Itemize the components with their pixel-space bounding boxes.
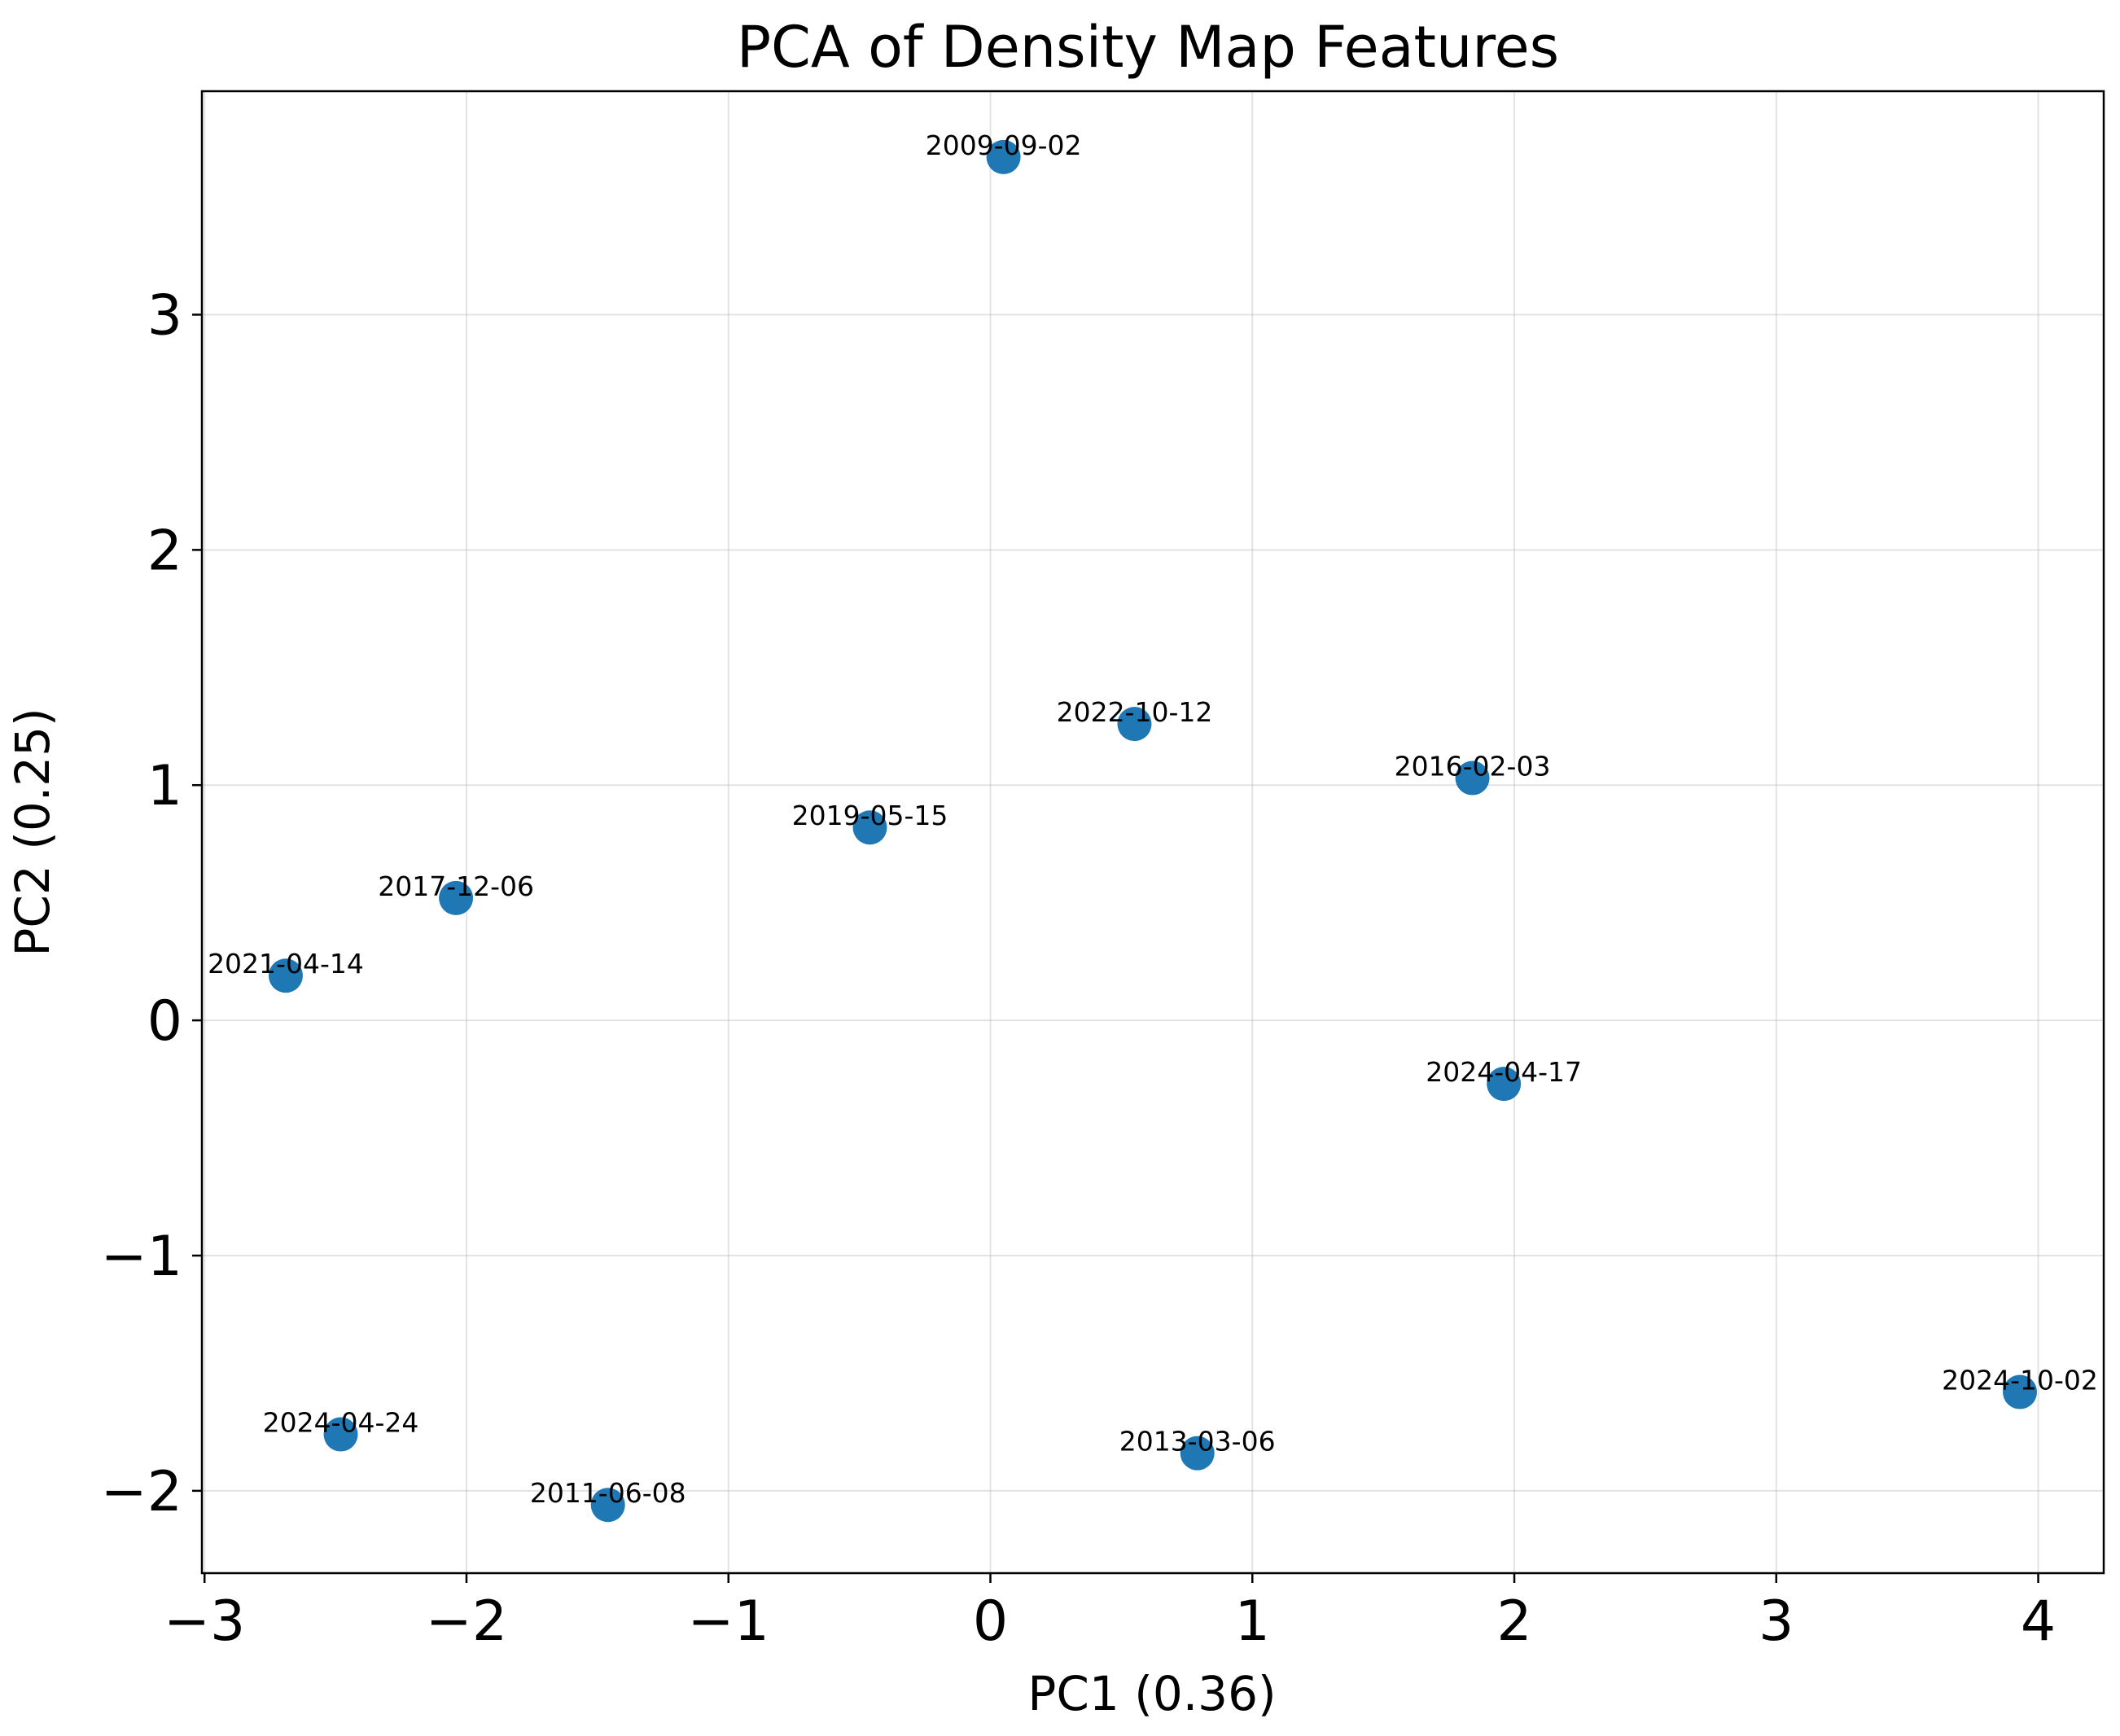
point-label: 2011-06-08 [530, 1477, 686, 1509]
data-point [1487, 1067, 1522, 1102]
point-label: 2016-02-03 [1395, 751, 1551, 783]
x-tick-label: 3 [1759, 1589, 1794, 1654]
y-axis-label: PC2 (0.25) [5, 708, 60, 956]
x-tick-label: 4 [2021, 1589, 2056, 1654]
point-label: 2013-03-06 [1119, 1426, 1276, 1458]
data-points [268, 139, 2038, 1523]
data-point [1180, 1436, 1215, 1471]
point-label: 2024-04-24 [263, 1407, 419, 1439]
point-labels: 2009-09-02 2022-10-12 2016-02-03 2019-05-15… [208, 129, 2098, 1509]
chart-title: PCA of Density Map Features [737, 14, 1559, 81]
y-tick-label: 1 [147, 754, 182, 818]
data-point [268, 958, 303, 993]
data-point [323, 1417, 358, 1452]
x-tick-label: −1 [688, 1589, 769, 1654]
point-label: 2019-05-15 [792, 800, 948, 831]
x-tick-label: 0 [973, 1589, 1008, 1654]
x-tick-label: −2 [426, 1589, 507, 1654]
plot-frame [200, 90, 2105, 1575]
point-label: 2009-09-02 [926, 129, 1082, 161]
grid [202, 91, 2104, 1573]
x-axis-label: PC1 (0.36) [1027, 1666, 1276, 1721]
data-point [852, 810, 887, 845]
data-point [986, 139, 1021, 174]
point-label: 2024-04-17 [1426, 1056, 1582, 1088]
data-point [1455, 761, 1490, 796]
y-axis-ticks: −2 −1 0 1 2 3 [101, 283, 202, 1524]
y-tick-label: −2 [101, 1460, 182, 1524]
x-axis-ticks: −3 −2 −1 0 1 2 3 4 [164, 1573, 2056, 1654]
x-tick-label: −3 [164, 1589, 245, 1654]
point-label: 2017-12-06 [378, 870, 534, 902]
y-tick-label: 2 [147, 519, 182, 583]
x-tick-label: 1 [1235, 1589, 1270, 1654]
x-tick-label: 2 [1496, 1589, 1531, 1654]
y-tick-label: 3 [147, 283, 182, 348]
point-label: 2024-10-02 [1942, 1365, 2098, 1396]
point-label: 2022-10-12 [1057, 696, 1213, 728]
y-tick-label: 0 [147, 989, 182, 1054]
data-point [439, 880, 474, 915]
y-tick-label: −1 [101, 1225, 182, 1289]
data-point [1117, 707, 1152, 742]
data-point [2003, 1374, 2038, 1409]
point-label: 2021-04-14 [208, 948, 364, 980]
data-point [590, 1488, 625, 1523]
